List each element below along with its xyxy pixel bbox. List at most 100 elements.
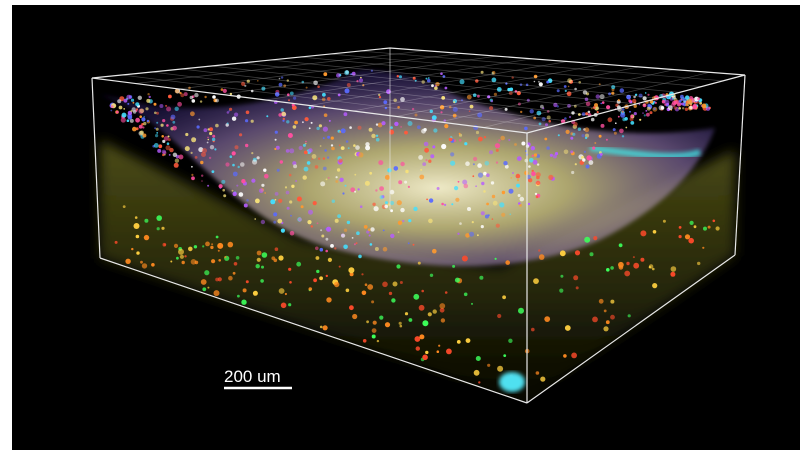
cell — [379, 186, 384, 192]
cell — [283, 84, 287, 88]
cell — [454, 277, 460, 283]
cell — [443, 119, 446, 122]
cell — [688, 237, 694, 244]
cell — [289, 230, 295, 236]
cell — [120, 117, 126, 123]
cell — [630, 121, 635, 125]
cell — [278, 113, 283, 117]
cell — [640, 257, 645, 262]
cell — [208, 156, 212, 160]
cell — [434, 86, 438, 90]
tissue-sheet — [100, 70, 715, 267]
cell — [205, 241, 210, 247]
cell — [535, 180, 541, 186]
cell — [585, 112, 589, 116]
cell — [487, 363, 491, 367]
cell — [633, 95, 636, 99]
cell — [162, 119, 166, 123]
cell — [189, 95, 193, 100]
cell — [571, 352, 577, 359]
cell — [572, 132, 576, 136]
cell — [322, 157, 326, 160]
cell — [336, 73, 341, 78]
cell — [281, 111, 287, 117]
cell — [371, 328, 377, 333]
cell — [321, 97, 326, 102]
cell — [289, 148, 295, 154]
cell — [138, 124, 143, 129]
cell — [155, 134, 159, 138]
cell — [671, 95, 674, 98]
cell — [584, 127, 590, 133]
cell — [322, 137, 325, 140]
cell — [577, 127, 582, 131]
cell — [211, 170, 215, 174]
cell — [327, 135, 331, 139]
cell — [441, 202, 444, 206]
cell — [319, 247, 324, 252]
cell — [202, 245, 205, 248]
cell — [168, 154, 171, 156]
cell — [185, 132, 189, 137]
cell — [260, 279, 264, 283]
cell — [563, 149, 569, 155]
cell — [237, 165, 240, 169]
cell — [565, 129, 570, 134]
cell — [564, 89, 567, 92]
cell — [319, 325, 323, 329]
cell — [546, 146, 550, 150]
cell — [581, 155, 585, 160]
cell — [589, 252, 594, 257]
cell — [236, 184, 239, 187]
cell — [501, 212, 506, 217]
cell — [250, 89, 254, 93]
cell — [648, 264, 654, 269]
cell — [384, 174, 390, 180]
cell — [264, 173, 269, 179]
cell — [468, 110, 471, 112]
cell — [612, 128, 616, 132]
cell — [472, 175, 475, 178]
cell — [278, 198, 283, 203]
cell — [340, 128, 346, 134]
cell — [646, 112, 650, 117]
cell — [415, 346, 420, 351]
cell — [181, 260, 185, 265]
cell — [390, 126, 393, 129]
cell — [458, 139, 462, 142]
cell — [425, 77, 428, 80]
cell — [459, 222, 462, 225]
cell — [499, 202, 505, 208]
cell — [566, 91, 572, 97]
cell — [351, 71, 356, 76]
cell — [340, 146, 345, 151]
cell — [519, 204, 522, 207]
cell — [241, 179, 246, 184]
cell — [147, 93, 150, 96]
cell — [682, 107, 685, 110]
cell — [646, 106, 651, 111]
cell — [370, 69, 373, 72]
cell — [156, 132, 159, 134]
cell — [238, 192, 244, 197]
cell — [390, 209, 393, 213]
cell — [429, 109, 433, 114]
cell — [143, 121, 147, 126]
cell — [373, 206, 379, 212]
cell — [475, 185, 477, 187]
cell — [670, 271, 676, 277]
cell — [458, 132, 461, 135]
cell — [337, 214, 341, 219]
cell — [315, 246, 319, 251]
cell — [251, 178, 256, 183]
cell — [311, 154, 317, 159]
cell — [429, 273, 434, 277]
cell — [193, 245, 198, 249]
cell — [172, 120, 176, 124]
cell — [575, 286, 579, 290]
cell — [463, 183, 469, 189]
cell — [509, 213, 512, 216]
cell — [367, 228, 371, 231]
cell — [703, 226, 707, 231]
